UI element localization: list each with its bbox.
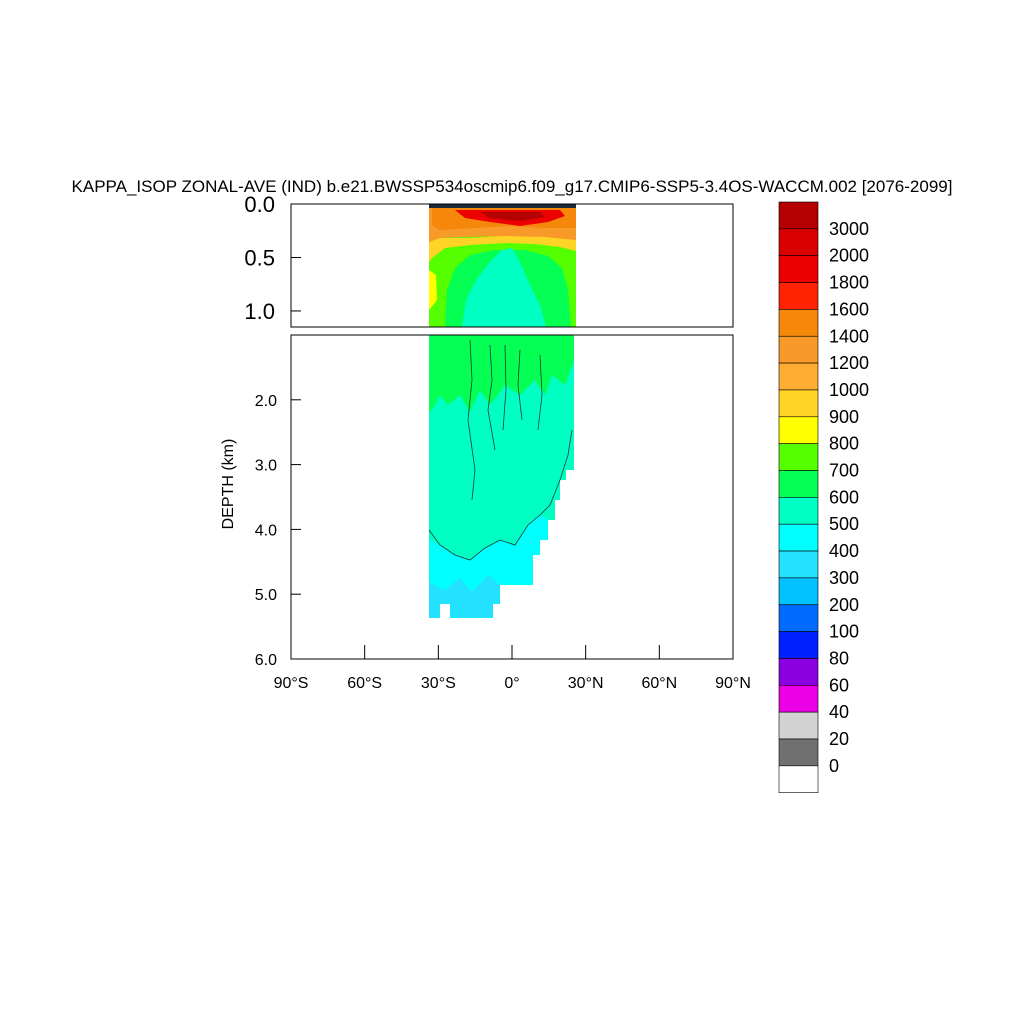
upper-field-800-patch [429, 270, 437, 310]
contour-lines [428, 339, 573, 561]
colorbar-box [778, 684, 819, 713]
colorbar-box [778, 201, 819, 230]
y-lower-tick-label: 2.0 [255, 393, 277, 410]
colorbar-label: 800 [829, 434, 859, 454]
y-upper-tick-label: 0.5 [244, 245, 275, 270]
y-lower-tick-label: 3.0 [255, 458, 277, 475]
x-tick-label: 30°N [568, 675, 604, 692]
colorbar-box [778, 604, 819, 632]
colorbar-box [778, 309, 819, 337]
y-axis-lower: 2.0 3.0 4.0 5.0 6.0 [255, 393, 301, 669]
upper-field-900 [429, 236, 576, 262]
x-tick-label: 0° [504, 675, 519, 692]
colorbar-label: 300 [829, 568, 859, 588]
colorbar-label: 600 [829, 487, 859, 507]
colorbar-box [778, 631, 819, 659]
lower-field-600 [429, 335, 574, 412]
colorbar-box [778, 362, 819, 391]
colorbar-label: 1200 [829, 353, 869, 373]
colorbar-label: 200 [829, 595, 859, 615]
y-upper-tick-label: 0.0 [244, 192, 275, 217]
colorbar-label: 1600 [829, 299, 869, 319]
colorbar-box [778, 577, 819, 606]
upper-field-3000 [480, 212, 545, 221]
colorbar-label: 500 [829, 514, 859, 534]
colorbar-box [778, 738, 819, 767]
colorbar-label: 1000 [829, 380, 869, 400]
upper-panel-frame [290, 203, 734, 328]
colorbar-label: 80 [829, 648, 849, 668]
y-axis-label: DEPTH (km) [220, 439, 237, 530]
colorbar-label: 400 [829, 541, 859, 561]
colorbar-label: 60 [829, 675, 849, 695]
colorbar-box [778, 255, 819, 283]
y-lower-tick-label: 4.0 [255, 522, 277, 539]
colorbar-box [778, 389, 819, 418]
x-tick-label: 90°N [715, 675, 751, 692]
x-tick-label: 30°S [421, 675, 456, 692]
y-lower-tick-label: 6.0 [255, 652, 277, 669]
colorbar-box [778, 550, 819, 579]
upper-surface-layer [429, 204, 576, 208]
colorbar-box [778, 711, 819, 740]
colorbar-box [778, 282, 819, 310]
y-lower-tick-label: 5.0 [255, 587, 277, 604]
colorbar-label: 900 [829, 407, 859, 427]
colorbar-label: 0 [829, 756, 839, 776]
colorbar-label: 2000 [829, 246, 869, 266]
colorbar-box [778, 228, 819, 257]
y-axis-upper: 0.0 0.5 1.0 [244, 192, 301, 324]
y-upper-tick-label: 1.0 [244, 299, 275, 324]
colorbar-label: 3000 [829, 219, 869, 239]
colorbar-label: 100 [829, 622, 859, 642]
x-tick-label: 60°N [641, 675, 677, 692]
colorbar-box [778, 443, 819, 471]
colorbar-box [778, 497, 819, 525]
lower-field-300 [429, 575, 500, 618]
colorbar-label: 1400 [829, 326, 869, 346]
lower-panel-field [428, 335, 574, 618]
colorbar-box [778, 765, 819, 793]
colorbar-box [778, 658, 819, 686]
colorbar-label: 1800 [829, 273, 869, 293]
x-tick-label: 90°S [274, 675, 309, 692]
chart-title: KAPPA_ISOP ZONAL-AVE (IND) b.e21.BWSSP53… [71, 177, 953, 196]
colorbar-box [778, 335, 819, 364]
colorbar-label: 40 [829, 702, 849, 722]
colorbar-label: 700 [829, 461, 859, 481]
x-tick-label: 60°S [347, 675, 382, 692]
upper-panel-field [429, 204, 576, 327]
x-axis: 90°S 60°S 30°S 0° 30°N 60°N 90°N [274, 645, 751, 692]
upper-field-500 [462, 248, 546, 327]
colorbar: 3000200018001600140012001000900800700600… [778, 201, 869, 793]
colorbar-box [778, 470, 819, 498]
colorbar-box [778, 416, 819, 444]
colorbar-box [778, 523, 819, 552]
colorbar-label: 20 [829, 729, 849, 749]
